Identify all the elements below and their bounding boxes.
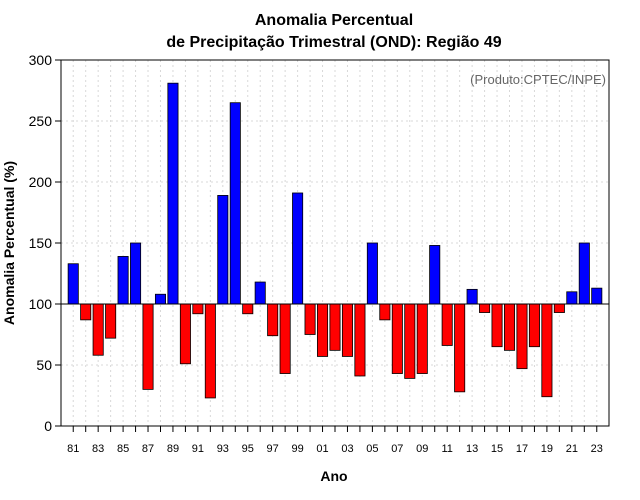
bar-88: [154, 293, 166, 305]
x-tick-label-01: 01: [316, 443, 328, 455]
bar-05: [366, 242, 378, 305]
bar-13: [466, 288, 478, 305]
y-tick-label-300: 300: [29, 52, 53, 68]
x-tick-label-91: 91: [192, 443, 204, 455]
y-axis: 0 50 100 150 200 250 300: [29, 52, 61, 434]
bar-84: [105, 303, 117, 339]
y-axis-label: Anomalia Percentual (%): [1, 161, 17, 325]
x-tick-label-19: 19: [541, 443, 553, 455]
x-tick-label-03: 03: [341, 443, 353, 455]
x-tick-label-13: 13: [466, 443, 478, 455]
bar-01: [317, 303, 329, 357]
bar-08: [404, 303, 416, 379]
y-tick-label-200: 200: [29, 174, 53, 190]
x-tick-label-97: 97: [267, 443, 279, 455]
bar-83: [92, 303, 104, 356]
x-tick-label-85: 85: [117, 443, 129, 455]
bar-23: [591, 287, 603, 305]
x-axis-label: Ano: [320, 468, 347, 484]
x-tick-label-09: 09: [416, 443, 428, 455]
chart-title-line-1: Anomalia Percentual: [255, 12, 413, 29]
bar-12: [454, 303, 466, 393]
bar-85: [117, 256, 129, 305]
x-tick-label-99: 99: [291, 443, 303, 455]
bar-15: [491, 303, 503, 348]
bar-14: [479, 303, 491, 313]
bar-04: [354, 303, 366, 377]
x-tick-label-05: 05: [366, 443, 378, 455]
bar-02: [329, 303, 341, 351]
bar-95: [242, 303, 254, 315]
x-tick-label-89: 89: [167, 443, 179, 455]
bar-19: [541, 303, 553, 398]
y-tick-label-50: 50: [36, 357, 52, 373]
x-tick-label-23: 23: [591, 443, 603, 455]
x-axis: 81 83 85 87 89 91 93 95 97 99 01 03 05 07 09 11 13 15 17 19…: [67, 426, 603, 455]
y-tick-label-150: 150: [29, 235, 53, 251]
bar-06: [379, 303, 391, 321]
bar-91: [192, 303, 204, 315]
x-tick-label-15: 15: [491, 443, 503, 455]
x-tick-label-17: 17: [516, 443, 528, 455]
bar-18: [528, 303, 540, 348]
bar-89: [167, 82, 179, 305]
bar-11: [441, 303, 453, 346]
x-tick-label-07: 07: [391, 443, 403, 455]
bar-98: [279, 303, 291, 374]
x-tick-label-93: 93: [217, 443, 229, 455]
bar-00: [304, 303, 316, 335]
bar-17: [516, 303, 528, 370]
bar-10: [429, 245, 441, 305]
bar-82: [80, 303, 92, 321]
x-tick-label-21: 21: [566, 443, 578, 455]
bar-09: [416, 303, 428, 374]
bar-20: [553, 303, 565, 313]
x-tick-label-83: 83: [92, 443, 104, 455]
bar-21: [566, 291, 578, 305]
bar-94: [229, 102, 241, 305]
bar-07: [391, 303, 403, 374]
x-tick-label-81: 81: [67, 443, 79, 455]
y-tick-label-0: 0: [44, 418, 52, 434]
y-tick-label-250: 250: [29, 113, 53, 129]
bar-96: [254, 281, 266, 305]
bar-22: [578, 242, 590, 305]
bar-99: [292, 192, 304, 305]
bar-16: [504, 303, 516, 351]
chart-title-line-2: de Precipitação Trimestral (OND): Região…: [166, 34, 501, 51]
bar-86: [130, 242, 142, 305]
bar-97: [267, 303, 279, 337]
x-tick-label-87: 87: [142, 443, 154, 455]
bar-03: [341, 303, 353, 357]
y-tick-label-100: 100: [29, 296, 53, 312]
bar-87: [142, 303, 154, 390]
bar-81: [67, 263, 79, 305]
bar-90: [179, 303, 191, 365]
source-annotation: (Produto:CPTEC/INPE): [470, 72, 606, 87]
bars: [67, 82, 603, 399]
x-tick-label-11: 11: [441, 443, 452, 455]
bar-92: [204, 303, 216, 399]
x-tick-label-95: 95: [242, 443, 254, 455]
bar-93: [217, 195, 229, 305]
